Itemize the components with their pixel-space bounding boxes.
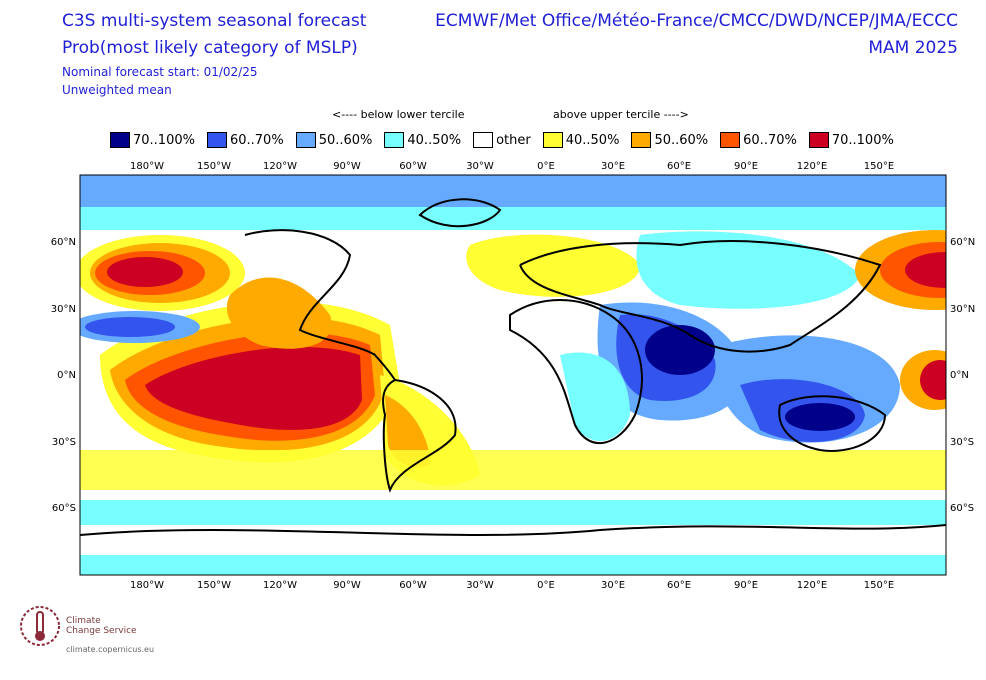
lon-label-top: 0°E <box>537 161 555 172</box>
legend-item: other <box>473 132 531 148</box>
lat-label-left: 60°S <box>52 503 76 514</box>
lon-label-top: 120°E <box>797 161 827 172</box>
lon-label-top: 150°W <box>197 161 231 172</box>
mean-type-label: Unweighted mean <box>62 83 172 97</box>
centres-label: ECMWF/Met Office/Météo-France/CMCC/DWD/N… <box>435 11 958 31</box>
title-line-2: Prob(most likely category of MSLP) <box>62 38 358 58</box>
legend-item: 50..60% <box>631 132 708 148</box>
lon-label-top: 90°W <box>333 161 361 172</box>
lon-label-top: 90°E <box>734 161 758 172</box>
lon-label-bottom: 60°W <box>399 580 427 591</box>
lon-label-bottom: 120°W <box>263 580 297 591</box>
lon-label-top: 180°W <box>130 161 164 172</box>
lat-label-left: 30°S <box>52 437 76 448</box>
legend-label: 40..50% <box>565 132 620 148</box>
lon-label-top: 120°W <box>263 161 297 172</box>
legend-item: 70..100% <box>808 132 894 148</box>
legend-label: 60..70% <box>229 132 284 148</box>
legend-label: other <box>496 132 531 148</box>
legend-label: 50..60% <box>654 132 709 148</box>
lat-label-left: 30°N <box>51 304 76 315</box>
lat-label-right: 60°S <box>950 503 974 514</box>
lon-label-bottom: 90°W <box>333 580 361 591</box>
legend-item: 70..100% <box>110 132 195 148</box>
legend-swatch <box>473 132 494 148</box>
above-tercile-label: above upper tercile ----> <box>553 108 689 121</box>
legend-label: 70..100% <box>831 132 894 148</box>
longitude-labels-top: 180°W 150°W 120°W 90°W 60°W 30°W 0°E 30°E 60°E 90… <box>130 161 894 172</box>
thermometer-logo-icon <box>20 606 60 646</box>
lon-label-bottom: 30°E <box>601 580 625 591</box>
lon-label-top: 30°E <box>601 161 625 172</box>
lon-label-top: 150°E <box>864 161 894 172</box>
season-label: MAM 2025 <box>868 38 958 58</box>
coastlines <box>80 198 946 536</box>
legend-swatch <box>384 132 405 148</box>
forecast-start-label: Nominal forecast start: 01/02/25 <box>62 65 258 79</box>
longitude-labels-bottom: 180°W 150°W 120°W 90°W 60°W 30°W 0°E 30°E 60°E 90… <box>130 580 894 591</box>
latitude-labels-right: 60°N 30°N 0°N 30°S 60°S <box>950 237 975 514</box>
legend-swatch <box>110 132 130 148</box>
title-line-1: C3S multi-system seasonal forecast <box>62 11 367 31</box>
lat-label-right: 0°N <box>950 370 969 381</box>
legend-label: 70..100% <box>133 132 195 148</box>
lon-label-bottom: 180°W <box>130 580 164 591</box>
legend-swatch <box>295 132 316 148</box>
probability-map: 180°W 150°W 120°W 90°W 60°W 30°W 0°E 30°E 60°E 90… <box>51 161 975 591</box>
lon-label-top: 30°W <box>466 161 494 172</box>
legend-item: 40..50% <box>542 132 620 148</box>
lat-label-left: 60°N <box>51 237 76 248</box>
legend-item: 60..70% <box>720 132 797 148</box>
legend-swatch <box>631 132 652 148</box>
legend-swatch <box>206 132 227 148</box>
legend-swatch <box>808 132 829 148</box>
legend-swatch <box>542 132 563 148</box>
probability-fields <box>80 175 946 575</box>
below-tercile-label: <---- below lower tercile <box>332 108 465 121</box>
lon-label-top: 60°W <box>399 161 427 172</box>
lon-label-bottom: 150°W <box>197 580 231 591</box>
legend-label: 60..70% <box>743 132 797 148</box>
legend-label: 50..60% <box>318 132 373 148</box>
lat-label-right: 30°S <box>950 437 974 448</box>
lat-label-left: 0°N <box>57 370 76 381</box>
legend-item: 60..70% <box>206 132 284 148</box>
logo-url: climate.copernicus.eu <box>66 645 155 654</box>
legend-swatch <box>720 132 741 148</box>
legend-label: 40..50% <box>407 132 462 148</box>
lon-label-bottom: 150°E <box>864 580 894 591</box>
color-legend: 70..100% 60..70% 50..60% 40..50% other 40..50… <box>110 132 906 148</box>
lon-label-bottom: 0°E <box>537 580 555 591</box>
legend-item: 50..60% <box>295 132 373 148</box>
lon-label-top: 60°E <box>667 161 691 172</box>
logo-name: Climate Change Service <box>66 616 137 636</box>
lon-label-bottom: 90°E <box>734 580 758 591</box>
lat-label-right: 60°N <box>950 237 975 248</box>
latitude-labels-left: 60°N 30°N 0°N 30°S 60°S <box>51 237 76 514</box>
lon-label-bottom: 120°E <box>797 580 827 591</box>
legend-item: 40..50% <box>384 132 461 148</box>
lon-label-bottom: 60°E <box>667 580 691 591</box>
lon-label-bottom: 30°W <box>466 580 494 591</box>
lat-label-right: 30°N <box>950 304 975 315</box>
